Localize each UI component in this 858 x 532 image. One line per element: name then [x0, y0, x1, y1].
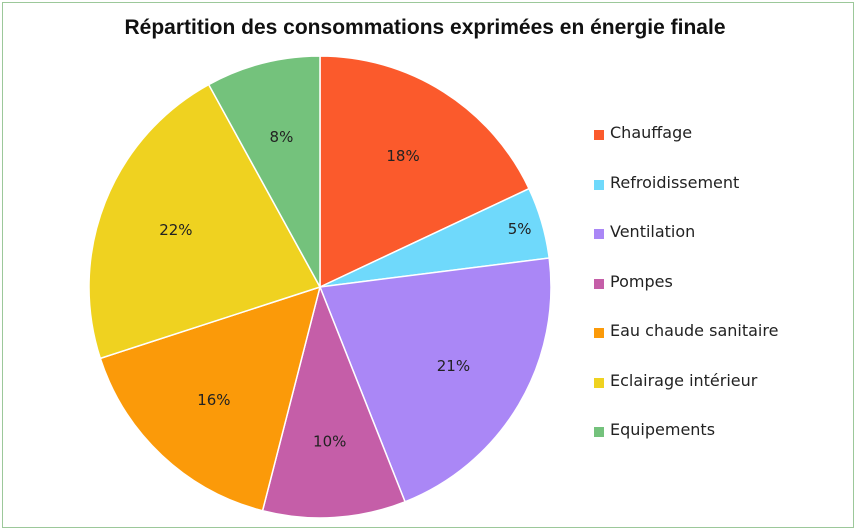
legend-label: Pompes: [610, 271, 673, 291]
legend-item: Chauffage: [594, 123, 844, 173]
data-label-refroidissement: 5%: [508, 220, 532, 238]
legend-label: Ventilation: [610, 222, 696, 241]
legend-item: Eau chaude sanitaire: [594, 321, 844, 371]
pie-slice-ventilation: [318, 257, 552, 503]
legend-item: Refroidissement: [594, 173, 844, 223]
legend-item: Pompes: [594, 272, 844, 322]
legend-label: Eau chaude sanitaire: [610, 321, 779, 340]
legend-swatch: [594, 328, 604, 338]
legend-item: Ventilation: [594, 222, 844, 272]
legend-label: Chauffage: [610, 123, 693, 142]
legend-item: Eclairage intérieur: [594, 371, 844, 421]
data-label-eclairage-int-rieur: 22%: [159, 221, 192, 239]
legend-swatch: [594, 377, 604, 388]
pie-slice-eau-chaude-sanitaire: [99, 285, 322, 512]
data-label-eau-chaude-sanitaire: 16%: [197, 391, 230, 409]
legend-label: Equipements: [610, 420, 716, 439]
legend-swatch: [594, 130, 604, 140]
pie-slice-eclairage-int-rieur: [88, 83, 322, 360]
legend-swatch: [594, 229, 604, 239]
data-label-pompes: 10%: [313, 433, 346, 451]
data-label-equipements: 8%: [270, 128, 294, 146]
legend-swatch: [594, 278, 604, 289]
pie-slice-pompes: [261, 284, 407, 519]
legend-swatch: [594, 179, 604, 190]
legend-swatch: [594, 427, 604, 437]
pie-slice-chauffage: [319, 55, 531, 289]
chart-legend: Chauffage Refroidissement Ventilation Pompe…: [594, 123, 844, 470]
data-label-chauffage: 18%: [386, 147, 419, 165]
data-label-ventilation: 21%: [437, 357, 470, 375]
legend-item: Equipements: [594, 420, 844, 470]
chart-title: Répartition des consommations exprimées …: [124, 16, 726, 39]
legend-label: Eclairage intérieur: [610, 370, 758, 390]
pie-slice-equipements: [207, 55, 321, 288]
legend-label: Refroidissement: [610, 172, 740, 192]
